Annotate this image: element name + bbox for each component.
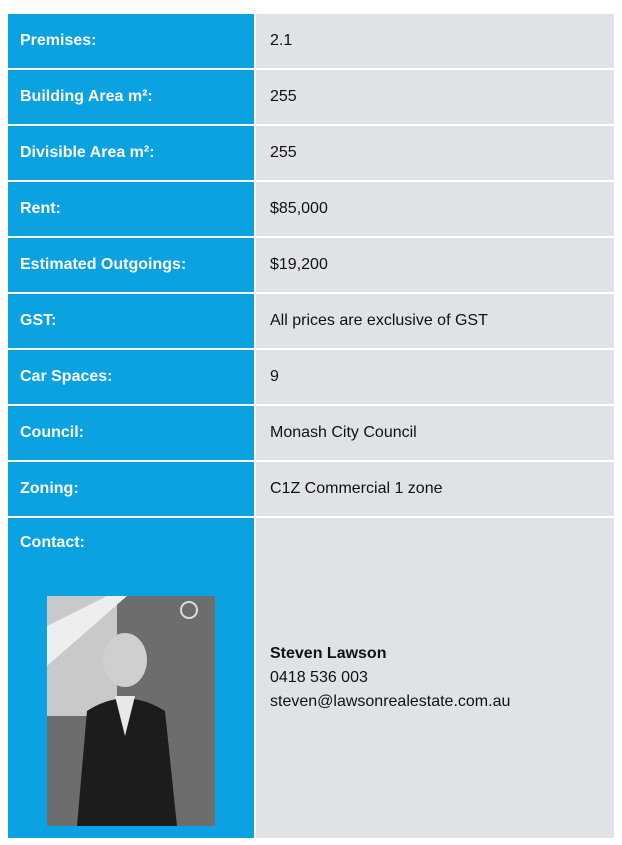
row-value: Monash City Council <box>256 406 614 460</box>
contact-email: steven@lawsonrealestate.com.au <box>270 693 511 710</box>
row-value: 9 <box>256 350 614 404</box>
row-label: Estimated Outgoings: <box>8 238 254 292</box>
table-row: Divisible Area m²: 255 <box>8 126 614 180</box>
table-row: Premises: 2.1 <box>8 14 614 68</box>
row-label: Car Spaces: <box>8 350 254 404</box>
row-label: Council: <box>8 406 254 460</box>
property-table: Premises: 2.1 Building Area m²: 255 Divisibl… <box>8 14 614 838</box>
table-row: Building Area m²: 255 <box>8 70 614 124</box>
row-label: Zoning: <box>8 462 254 516</box>
table-row: GST: All prices are exclusive of GST <box>8 294 614 348</box>
contact-phone: 0418 536 003 <box>270 669 368 686</box>
row-value: C1Z Commercial 1 zone <box>256 462 614 516</box>
table-row: Council: Monash City Council <box>8 406 614 460</box>
row-label: Rent: <box>8 182 254 236</box>
row-label: Premises: <box>8 14 254 68</box>
contact-cell: Contact: <box>8 518 254 838</box>
row-label: Divisible Area m²: <box>8 126 254 180</box>
table-row: Zoning: C1Z Commercial 1 zone <box>8 462 614 516</box>
contact-row: Contact: Steven Lawson 0418 536 003 stev… <box>8 518 614 838</box>
table-row: Car Spaces: 9 <box>8 350 614 404</box>
row-label: GST: <box>8 294 254 348</box>
table-row: Estimated Outgoings: $19,200 <box>8 238 614 292</box>
row-value: 255 <box>256 126 614 180</box>
row-value: 255 <box>256 70 614 124</box>
contact-details: Steven Lawson 0418 536 003 steven@lawson… <box>256 518 614 838</box>
row-label: Building Area m²: <box>8 70 254 124</box>
contact-label: Contact: <box>20 534 85 551</box>
row-value: $85,000 <box>256 182 614 236</box>
row-value: All prices are exclusive of GST <box>256 294 614 348</box>
contact-photo <box>47 596 215 826</box>
table-row: Rent: $85,000 <box>8 182 614 236</box>
row-value: $19,200 <box>256 238 614 292</box>
contact-name: Steven Lawson <box>270 645 387 662</box>
row-value: 2.1 <box>256 14 614 68</box>
